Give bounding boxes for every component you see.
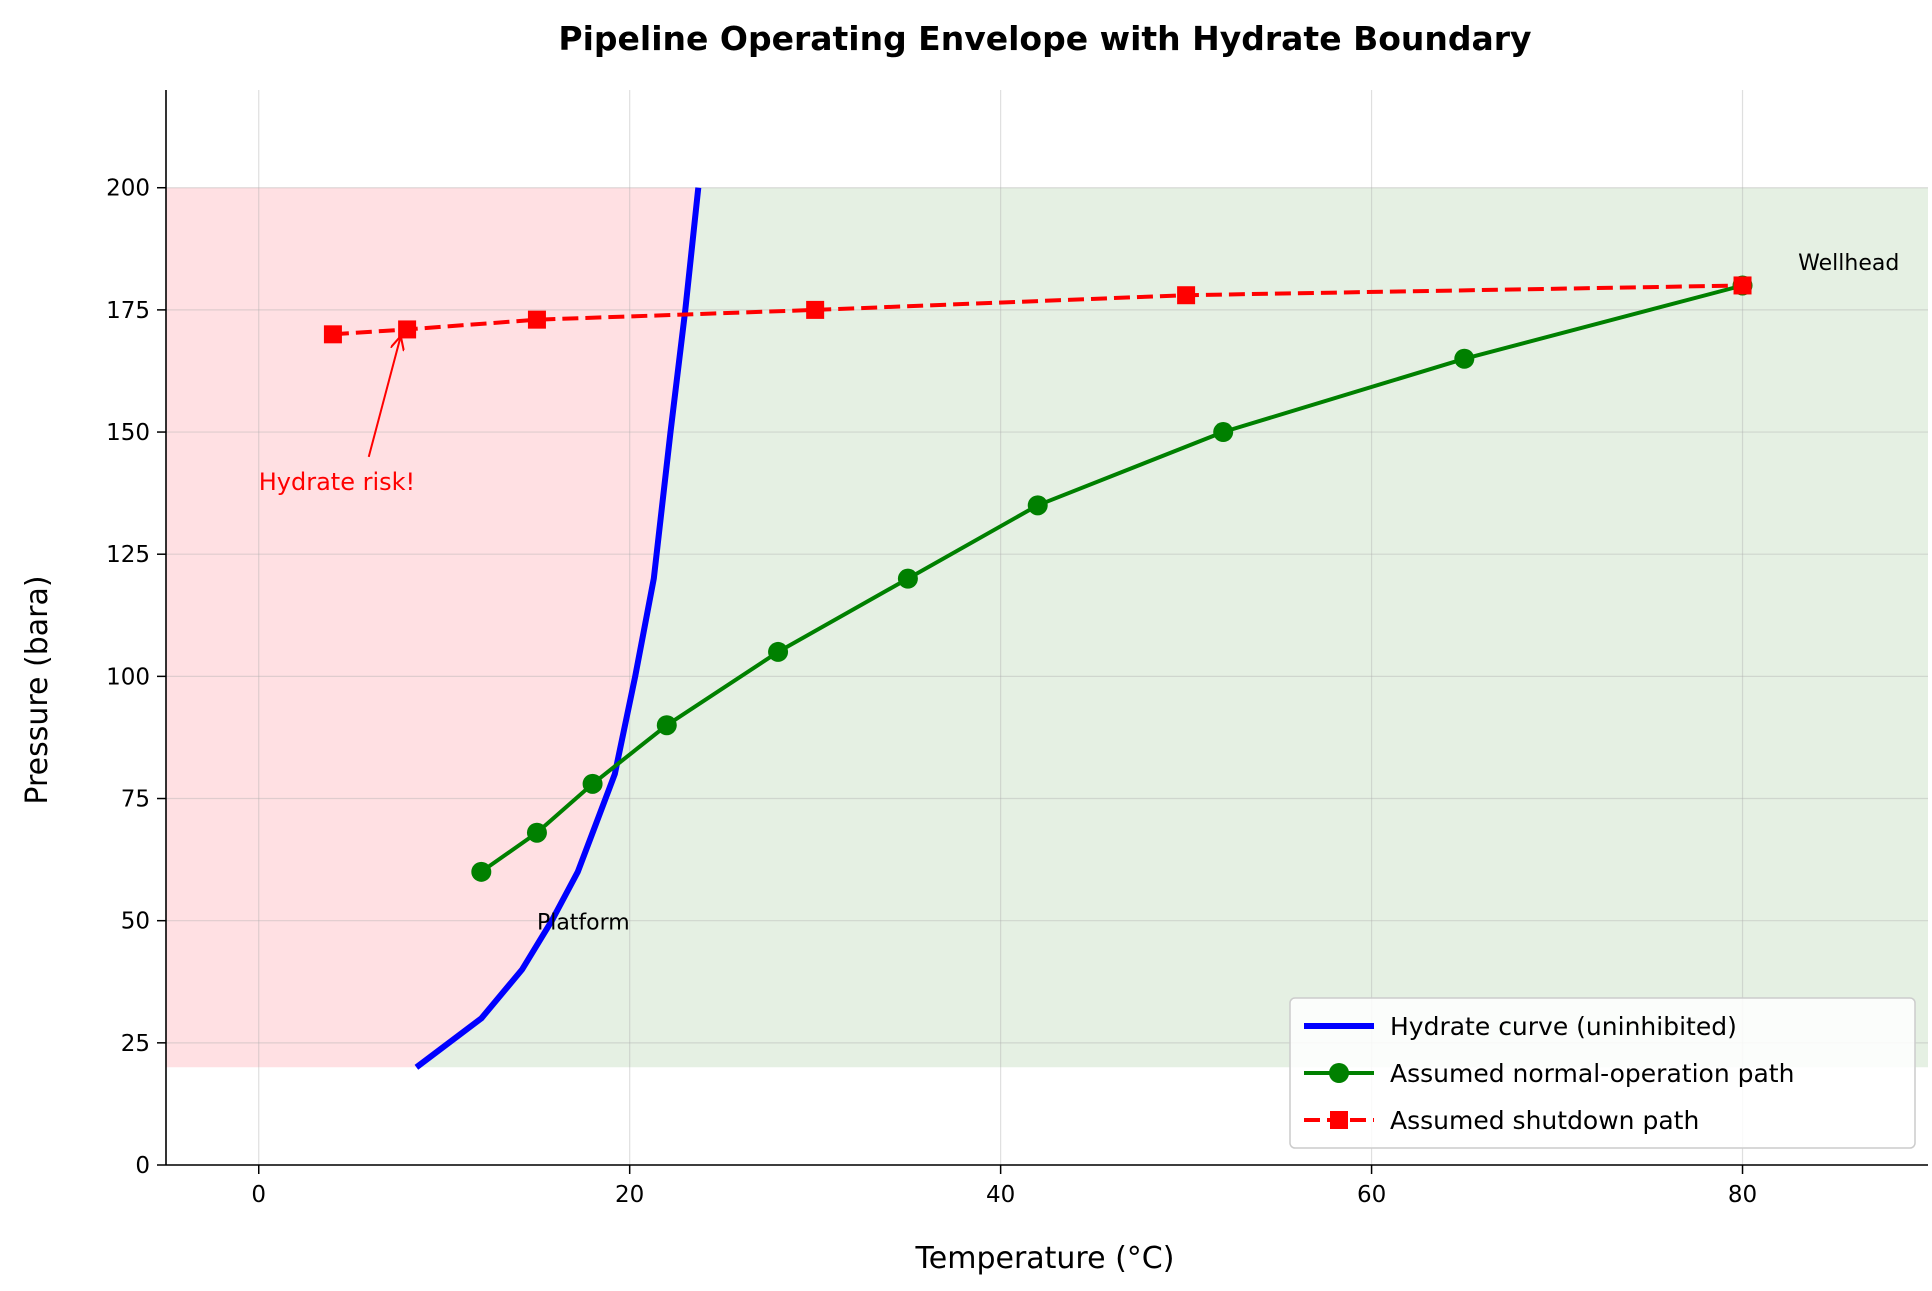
- data-point: [323, 325, 342, 344]
- y-tick-label: 25: [121, 1031, 150, 1057]
- annotation-text: Platform: [537, 911, 630, 936]
- y-tick-label: 75: [121, 787, 150, 813]
- legend-box: [1289, 997, 1916, 1149]
- data-point: [398, 320, 417, 339]
- annotation-arrow: [367, 337, 401, 458]
- data-point: [1213, 422, 1234, 443]
- data-point: [1177, 286, 1196, 305]
- y-tick-label: 50: [121, 909, 150, 935]
- data-point: [582, 773, 603, 794]
- y-tick-label: 0: [135, 1153, 150, 1179]
- x-axis-label: Temperature (°C): [915, 1241, 1175, 1276]
- x-tick-label: 20: [615, 1182, 644, 1208]
- y-axis-label: Pressure (bara): [20, 575, 55, 804]
- data-point: [806, 300, 825, 319]
- series-line-0: [414, 187, 702, 1070]
- data-point: [527, 310, 546, 329]
- x-tick-label: 40: [986, 1182, 1015, 1208]
- series-line-1: [480, 283, 1744, 874]
- y-tick-label: 200: [106, 176, 150, 202]
- legend-label: Hydrate curve (uninhibited): [1390, 1012, 1737, 1041]
- y-tick-label: 150: [106, 420, 150, 446]
- legend: Hydrate curve (uninhibited) Assumed norma…: [1289, 997, 1916, 1149]
- data-point: [1733, 276, 1752, 295]
- y-tick-label: 125: [106, 542, 150, 568]
- chart-title: Pipeline Operating Envelope with Hydrate…: [558, 19, 1531, 58]
- y-tick-label: 100: [106, 664, 150, 690]
- legend-label: Assumed normal-operation path: [1390, 1059, 1794, 1088]
- legend-marker: [1329, 1063, 1349, 1083]
- data-point: [897, 568, 918, 589]
- legend-marker: [1330, 1111, 1348, 1129]
- x-tick-label: 80: [1728, 1182, 1757, 1208]
- data-point: [526, 822, 547, 843]
- data-point: [656, 715, 677, 736]
- data-point: [1454, 348, 1475, 369]
- series-line-2: [332, 283, 1743, 337]
- annotation-text: Wellhead: [1798, 251, 1899, 276]
- y-tick-label: 175: [106, 298, 150, 324]
- annotations: Wellhead Platform Hydrate risk!: [259, 251, 1900, 936]
- axes: 0 20 40 60 80 0 25 50 75 100 125 150 175 200: [106, 90, 1928, 1208]
- data-point: [768, 641, 789, 662]
- hydrate-risk-region: [166, 187, 699, 1068]
- data-point: [471, 861, 492, 882]
- series-layer: [323, 187, 1753, 1070]
- data-point: [1027, 495, 1048, 516]
- annotation-text: Hydrate risk!: [259, 468, 415, 496]
- x-tick-label: 60: [1357, 1182, 1386, 1208]
- x-tick-label: 0: [251, 1182, 266, 1208]
- shaded-regions: [166, 187, 1928, 1068]
- safe-operating-region: [416, 187, 1928, 1068]
- legend-label: Assumed shutdown path: [1390, 1106, 1699, 1135]
